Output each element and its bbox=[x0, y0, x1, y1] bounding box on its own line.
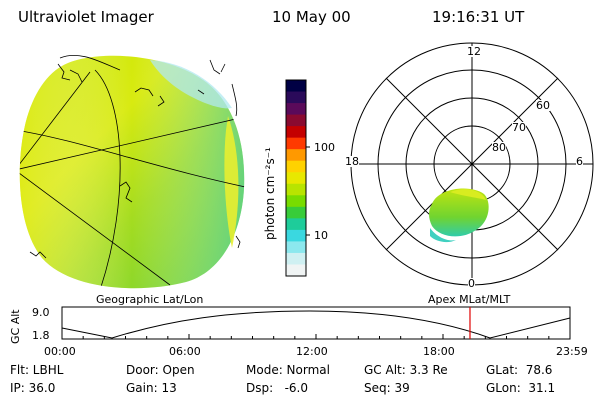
mlat-label-80: 80 bbox=[492, 141, 506, 154]
color-bar-segment bbox=[286, 252, 306, 265]
timeline-y-axis-label: GC Alt bbox=[9, 309, 22, 344]
altitude-curve bbox=[61, 310, 571, 339]
color-bar-segment bbox=[286, 149, 306, 162]
color-bar-segment bbox=[286, 264, 306, 277]
color-bar-tick-10: 10 bbox=[314, 229, 328, 242]
auroral-oval-bright bbox=[450, 189, 486, 200]
dsp-value: Dsp: -6.0 bbox=[246, 381, 309, 395]
mlat-label-60: 60 bbox=[536, 99, 550, 112]
timeline-y-min: 1.8 bbox=[32, 329, 50, 342]
polar-axis-diagonal bbox=[385, 77, 559, 251]
timeline-tick-1800: 18:00 bbox=[423, 345, 455, 358]
timeline-tick-2359: 23:59 bbox=[556, 345, 588, 358]
glon-value: GLon: 31.1 bbox=[486, 381, 556, 395]
coastlines bbox=[29, 59, 241, 259]
timeline-tick-0000: 00:00 bbox=[44, 345, 76, 358]
color-bar-segment bbox=[286, 241, 306, 254]
gc-alt-value: GC Alt: 3.3 Re bbox=[364, 363, 448, 377]
color-bar-segment bbox=[286, 195, 306, 208]
color-bar-segment bbox=[286, 137, 306, 150]
geographic-grid bbox=[19, 69, 245, 289]
color-bar-tick-100: 100 bbox=[314, 141, 335, 154]
observation-time: 19:16:31 UT bbox=[432, 8, 525, 26]
mlt-label-12: 12 bbox=[466, 45, 482, 58]
mlat-label-70: 70 bbox=[512, 121, 526, 134]
timeline-tick-1200: 12:00 bbox=[296, 345, 328, 358]
color-bar-segment bbox=[286, 218, 306, 231]
limb-glow bbox=[224, 116, 239, 248]
timeline-tick-0600: 06:00 bbox=[169, 345, 201, 358]
color-bar-segment bbox=[286, 206, 306, 219]
observation-date: 10 May 00 bbox=[272, 8, 351, 26]
geographic-label: Geographic Lat/Lon bbox=[96, 293, 204, 306]
filter-value: Flt: LBHL bbox=[10, 363, 64, 377]
color-bar-segment bbox=[286, 80, 306, 93]
color-bar-segment bbox=[286, 126, 306, 139]
ip-value: IP: 36.0 bbox=[10, 381, 56, 395]
gain-value: Gain: 13 bbox=[126, 381, 177, 395]
color-bar-frame bbox=[285, 79, 307, 277]
mlt-label-6: 6 bbox=[576, 155, 583, 168]
color-bar-segment bbox=[286, 183, 306, 196]
instrument-title: Ultraviolet Imager bbox=[18, 8, 154, 26]
color-bar-unit-label: photon cm⁻²s⁻¹ bbox=[263, 147, 277, 240]
door-value: Door: Open bbox=[126, 363, 195, 377]
apex-label: Apex MLat/MLT bbox=[428, 293, 511, 306]
polar-cap-glow bbox=[150, 60, 232, 109]
color-bar bbox=[286, 80, 306, 277]
mlt-label-18: 18 bbox=[345, 155, 359, 168]
seq-value: Seq: 39 bbox=[364, 381, 410, 395]
timeline-y-max: 9.0 bbox=[32, 306, 50, 319]
color-bar-segment bbox=[286, 160, 306, 173]
mlt-label-0: 0 bbox=[468, 277, 475, 290]
color-bar-segment bbox=[286, 91, 306, 104]
polar-plot bbox=[350, 42, 594, 286]
glat-value: GLat: 78.6 bbox=[486, 363, 553, 377]
earth-image bbox=[19, 54, 245, 289]
color-bar-segment bbox=[286, 172, 306, 185]
mode-value: Mode: Normal bbox=[246, 363, 330, 377]
color-bar-segment bbox=[286, 229, 306, 242]
color-bar-segment bbox=[286, 103, 306, 116]
altitude-timeline bbox=[61, 306, 571, 340]
color-bar-segment bbox=[286, 114, 306, 127]
auroral-oval bbox=[429, 188, 489, 237]
